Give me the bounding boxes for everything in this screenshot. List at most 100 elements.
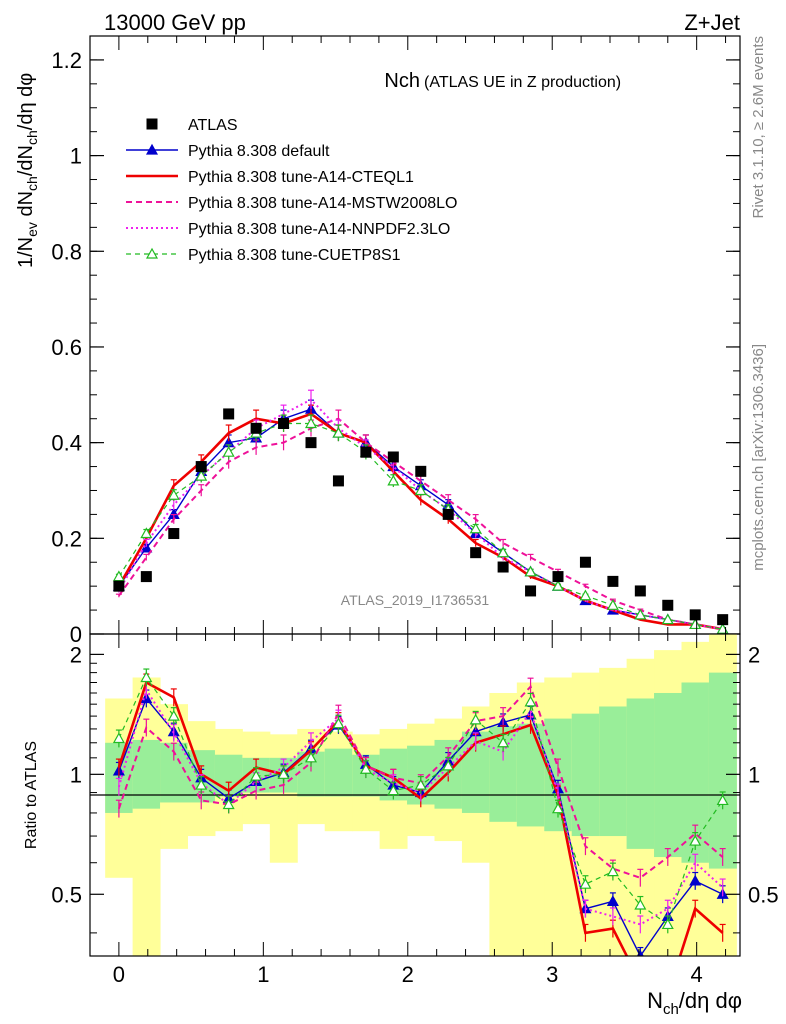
plot-title: Nch <box>384 70 420 92</box>
atlas-data-point <box>662 599 674 611</box>
ratio-marker-cuetp8s1 <box>222 798 235 810</box>
atlas-data-point <box>278 418 290 430</box>
ratio-marker-cuetp8s1 <box>579 877 592 889</box>
ratio-curves <box>112 668 729 956</box>
ratio-marker-default <box>689 874 702 886</box>
legend-marker-cuetp8s1 <box>145 247 159 259</box>
ratio-ytick-label-right: 1 <box>748 762 760 787</box>
ratio-marker-cuetp8s1 <box>140 671 153 683</box>
main-panel: 0 0.2 0.4 0.6 0.8 1 1.2 Nch (ATLAS UE in Z pro… <box>15 35 741 647</box>
ratio-marker-cuetp8s1 <box>551 802 565 814</box>
main-marker-cuetp8s1 <box>469 522 482 534</box>
main-marker-cuetp8s1 <box>524 565 537 577</box>
main-marker-cuetp8s1 <box>634 608 647 620</box>
main-ytick-label: 0 <box>70 622 82 647</box>
ratio-frame <box>89 633 741 957</box>
legend-label-mstw: Pythia 8.308 tune-A14-MSTW2008LO <box>188 195 457 212</box>
main-marker-cuetp8s1 <box>167 489 180 500</box>
main-marker-cuetp8s1 <box>195 469 208 481</box>
ratio-panel: 0.5 0.5 1 1 2 2 0 1 2 3 4 Ratio to ATLAS Nch/dη d… <box>23 633 779 1018</box>
main-marker-cuetp8s1 <box>304 417 318 429</box>
ratio-band-inner <box>626 698 655 849</box>
atlas-data-point <box>470 547 482 559</box>
atlas-data-point <box>579 556 591 568</box>
ratio-band-inner <box>599 706 628 837</box>
atlas-data-point <box>305 437 317 449</box>
legend-label-default: Pythia 8.308 default <box>188 143 330 160</box>
atlas-data-point <box>634 585 646 597</box>
main-marker-cuetp8s1 <box>414 484 427 496</box>
atlas-data-point <box>113 580 125 592</box>
legend-marker-default <box>145 143 159 155</box>
main-marker-cuetp8s1 <box>222 445 235 457</box>
main-ytick-label: 1 <box>70 144 82 169</box>
main-ytick-label: 0.6 <box>51 335 82 360</box>
x-axis-label: Nch/dη dφ <box>647 988 742 1018</box>
ratio-ytick-label-right: 2 <box>748 642 760 667</box>
ratio-marker-cuetp8s1 <box>304 751 318 763</box>
ratio-xtick-label: 3 <box>546 962 558 987</box>
atlas-data-point <box>195 461 207 473</box>
ratio-band-inner <box>654 692 682 858</box>
side-rivet-label: Rivet 3.1.10, ≥ 2.6M events <box>750 36 767 219</box>
atlas-data-point <box>607 575 619 587</box>
ratio-band-inner <box>571 713 600 837</box>
atlas-data-point <box>415 465 427 477</box>
legend-label-atlas: ATLAS <box>188 117 238 134</box>
ratio-marker-cuetp8s1 <box>359 762 372 774</box>
atlas-data-point <box>360 446 372 458</box>
ratio-marker-cuetp8s1 <box>661 918 674 930</box>
ratio-marker-cuetp8s1 <box>606 865 619 877</box>
ratio-xtick-label: 1 <box>257 962 269 987</box>
main-y-axis: 0 0.2 0.4 0.6 0.8 1 1.2 <box>51 48 740 647</box>
main-marker-cuetp8s1 <box>606 599 619 610</box>
ratio-marker-cuetp8s1 <box>497 736 510 748</box>
ratio-xtick-label: 2 <box>402 962 414 987</box>
legend: ATLAS Pythia 8.308 default Pythia 8.308 tu… <box>126 117 457 264</box>
ratio-ytick-label: 1 <box>70 762 82 787</box>
atlas-data-point <box>442 508 454 520</box>
ratio-marker-cuetp8s1 <box>277 768 290 779</box>
ratio-marker-cuetp8s1 <box>689 834 702 846</box>
ratio-xtick-label: 0 <box>113 962 125 987</box>
legend-marker-atlas <box>146 118 158 130</box>
main-marker-cuetp8s1 <box>689 618 702 630</box>
main-curves <box>112 389 729 634</box>
main-marker-cuetp8s1 <box>661 613 674 625</box>
ratio-marker-cuetp8s1 <box>387 784 400 796</box>
main-marker-cuetp8s1 <box>497 546 510 558</box>
atlas-data-point <box>717 614 729 626</box>
atlas-data-point <box>140 571 152 583</box>
main-ytick-label: 0.2 <box>51 526 82 551</box>
ratio-marker-default <box>606 895 619 906</box>
plot-subtitle: (ATLAS UE in Z production) <box>424 74 621 91</box>
atlas-data-point <box>168 528 180 540</box>
ratio-y-axis-label: Ratio to ATLAS <box>23 741 40 849</box>
main-marker-cuetp8s1 <box>140 527 153 539</box>
main-marker-cuetp8s1 <box>579 589 592 601</box>
atlas-data-point <box>689 609 701 621</box>
atlas-data-point <box>223 408 235 420</box>
main-y-axis-label: 1/Nev dNch/dNch/dη dφ <box>15 73 40 268</box>
atlas-data-point <box>525 585 537 597</box>
main-marker-cuetp8s1 <box>551 579 565 591</box>
ratio-marker-cuetp8s1 <box>112 732 125 744</box>
ratio-ytick-label: 0.5 <box>51 882 82 907</box>
atlas-data-point <box>332 475 344 487</box>
header-energy: 13000 GeV pp <box>104 10 246 35</box>
ratio-marker-cuetp8s1 <box>524 695 537 707</box>
main-ytick-label: 1.2 <box>51 48 82 73</box>
main-atlas-points <box>113 408 729 626</box>
ratio-xtick-label: 4 <box>691 962 703 987</box>
side-mcplots-label: mcplots.cern.ch [arXiv:1306.3436] <box>750 344 767 571</box>
header-process: Z+Jet <box>684 10 740 35</box>
legend-label-cteql1: Pythia 8.308 tune-A14-CTEQL1 <box>188 169 414 186</box>
ratio-uncertainty-bands <box>105 634 737 956</box>
ratio-marker-cuetp8s1 <box>716 794 729 806</box>
ratio-band-inner <box>708 672 737 869</box>
atlas-data-point <box>552 571 564 583</box>
main-ytick-label: 0.4 <box>51 431 82 456</box>
ratio-band-inner <box>324 748 353 797</box>
ratio-marker-cuetp8s1 <box>442 759 455 771</box>
